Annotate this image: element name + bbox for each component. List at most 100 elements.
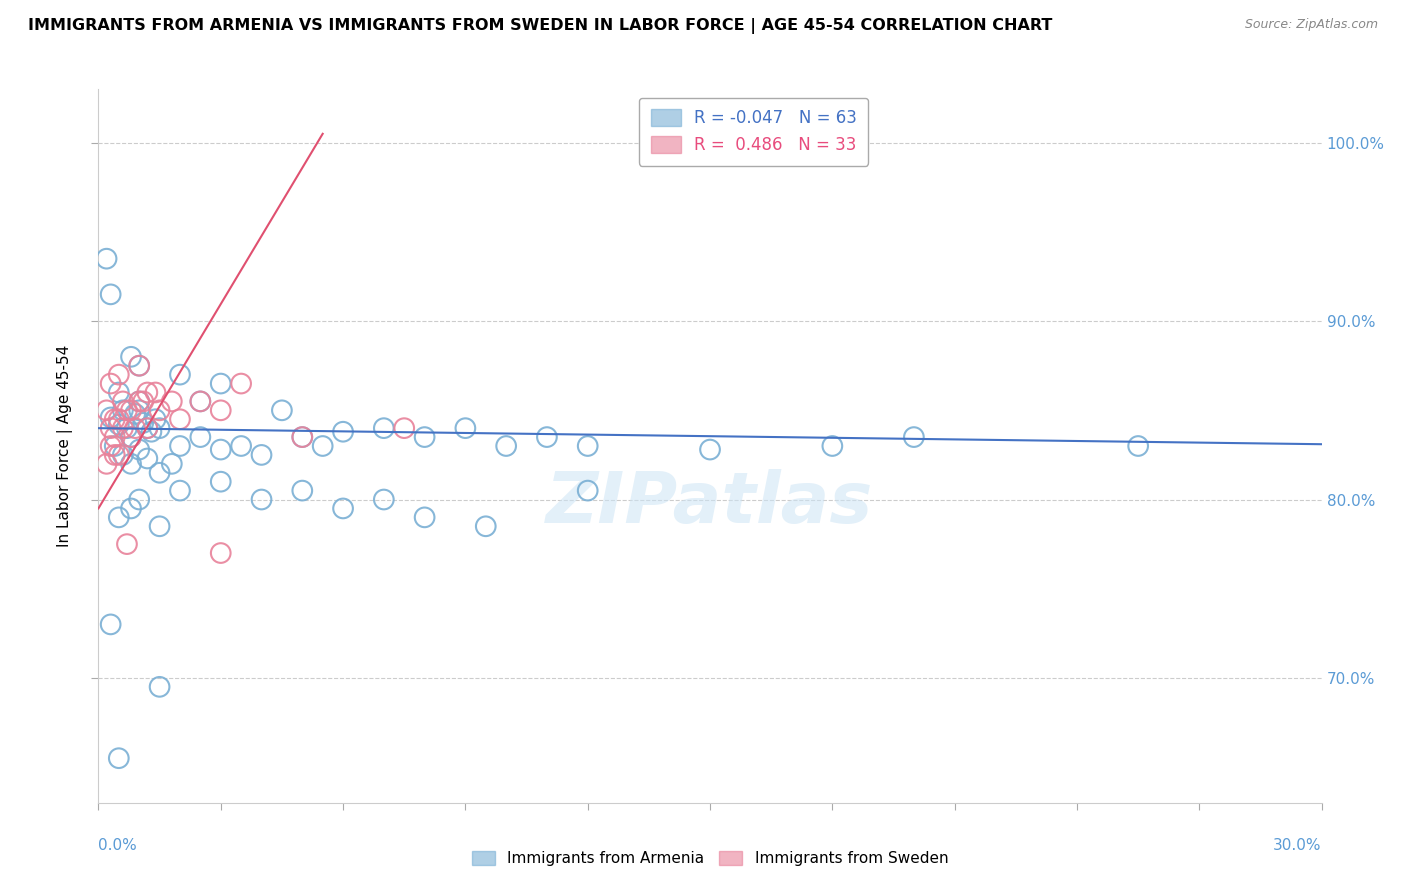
Point bbox=[821, 439, 844, 453]
Point bbox=[536, 430, 558, 444]
Point bbox=[132, 416, 155, 430]
Point bbox=[231, 439, 253, 453]
Point bbox=[373, 492, 395, 507]
Point bbox=[96, 457, 118, 471]
Point bbox=[104, 412, 127, 426]
Point bbox=[332, 501, 354, 516]
Point bbox=[699, 442, 721, 457]
Point bbox=[136, 385, 159, 400]
Point bbox=[128, 403, 150, 417]
Point bbox=[169, 412, 191, 426]
Point bbox=[209, 442, 232, 457]
Point bbox=[128, 492, 150, 507]
Point bbox=[576, 483, 599, 498]
Point bbox=[270, 403, 294, 417]
Point bbox=[111, 403, 134, 417]
Point bbox=[413, 510, 436, 524]
Point bbox=[145, 412, 167, 426]
Point bbox=[115, 403, 138, 417]
Point bbox=[120, 430, 142, 444]
Point bbox=[169, 439, 191, 453]
Point bbox=[104, 448, 127, 462]
Legend: Immigrants from Armenia, Immigrants from Sweden: Immigrants from Armenia, Immigrants from… bbox=[464, 843, 956, 873]
Point bbox=[100, 287, 122, 301]
Point bbox=[128, 359, 150, 373]
Point bbox=[124, 407, 146, 421]
Point bbox=[474, 519, 498, 533]
Point bbox=[108, 510, 131, 524]
Text: IMMIGRANTS FROM ARMENIA VS IMMIGRANTS FROM SWEDEN IN LABOR FORCE | AGE 45-54 COR: IMMIGRANTS FROM ARMENIA VS IMMIGRANTS FR… bbox=[28, 18, 1053, 34]
Point bbox=[141, 425, 163, 439]
Point bbox=[149, 403, 172, 417]
Point bbox=[495, 439, 517, 453]
Point bbox=[149, 421, 172, 435]
Point bbox=[120, 403, 142, 417]
Point bbox=[250, 448, 273, 462]
Point bbox=[291, 483, 314, 498]
Point bbox=[132, 394, 155, 409]
Point bbox=[104, 439, 127, 453]
Point bbox=[128, 359, 150, 373]
Point bbox=[169, 368, 191, 382]
Text: Source: ZipAtlas.com: Source: ZipAtlas.com bbox=[1244, 18, 1378, 31]
Point bbox=[111, 394, 134, 409]
Point bbox=[169, 483, 191, 498]
Point bbox=[100, 410, 122, 425]
Point bbox=[332, 425, 354, 439]
Point bbox=[100, 376, 122, 391]
Point bbox=[128, 394, 150, 409]
Point bbox=[115, 421, 138, 435]
Point bbox=[231, 376, 253, 391]
Point bbox=[188, 394, 212, 409]
Point bbox=[209, 475, 232, 489]
Point bbox=[160, 394, 183, 409]
Point bbox=[136, 421, 159, 435]
Point bbox=[100, 421, 122, 435]
Point bbox=[111, 421, 134, 435]
Point bbox=[250, 492, 273, 507]
Point bbox=[149, 466, 172, 480]
Point bbox=[136, 451, 159, 466]
Point bbox=[392, 421, 416, 435]
Point bbox=[108, 412, 131, 426]
Point bbox=[128, 394, 150, 409]
Point bbox=[312, 439, 335, 453]
Point bbox=[124, 421, 146, 435]
Y-axis label: In Labor Force | Age 45-54: In Labor Force | Age 45-54 bbox=[56, 345, 73, 547]
Point bbox=[373, 421, 395, 435]
Point bbox=[128, 442, 150, 457]
Point bbox=[96, 252, 118, 266]
Point bbox=[108, 448, 131, 462]
Point bbox=[108, 385, 131, 400]
Point bbox=[291, 430, 314, 444]
Point bbox=[1128, 439, 1150, 453]
Point bbox=[111, 448, 134, 462]
Point bbox=[120, 430, 142, 444]
Point bbox=[96, 403, 118, 417]
Point bbox=[209, 376, 232, 391]
Point bbox=[108, 751, 131, 765]
Point bbox=[454, 421, 477, 435]
Point bbox=[120, 350, 142, 364]
Point bbox=[209, 403, 232, 417]
Point bbox=[149, 519, 172, 533]
Point bbox=[108, 368, 131, 382]
Point bbox=[903, 430, 925, 444]
Point bbox=[108, 417, 131, 432]
Point bbox=[576, 439, 599, 453]
Point bbox=[413, 430, 436, 444]
Point bbox=[145, 385, 167, 400]
Point bbox=[291, 430, 314, 444]
Text: 30.0%: 30.0% bbox=[1274, 838, 1322, 854]
Point bbox=[104, 430, 127, 444]
Point bbox=[209, 546, 232, 560]
Text: 0.0%: 0.0% bbox=[98, 838, 138, 854]
Point bbox=[188, 394, 212, 409]
Point bbox=[115, 537, 138, 551]
Point bbox=[188, 430, 212, 444]
Point bbox=[120, 501, 142, 516]
Point bbox=[100, 617, 122, 632]
Point bbox=[100, 439, 122, 453]
Point bbox=[136, 421, 159, 435]
Point bbox=[120, 457, 142, 471]
